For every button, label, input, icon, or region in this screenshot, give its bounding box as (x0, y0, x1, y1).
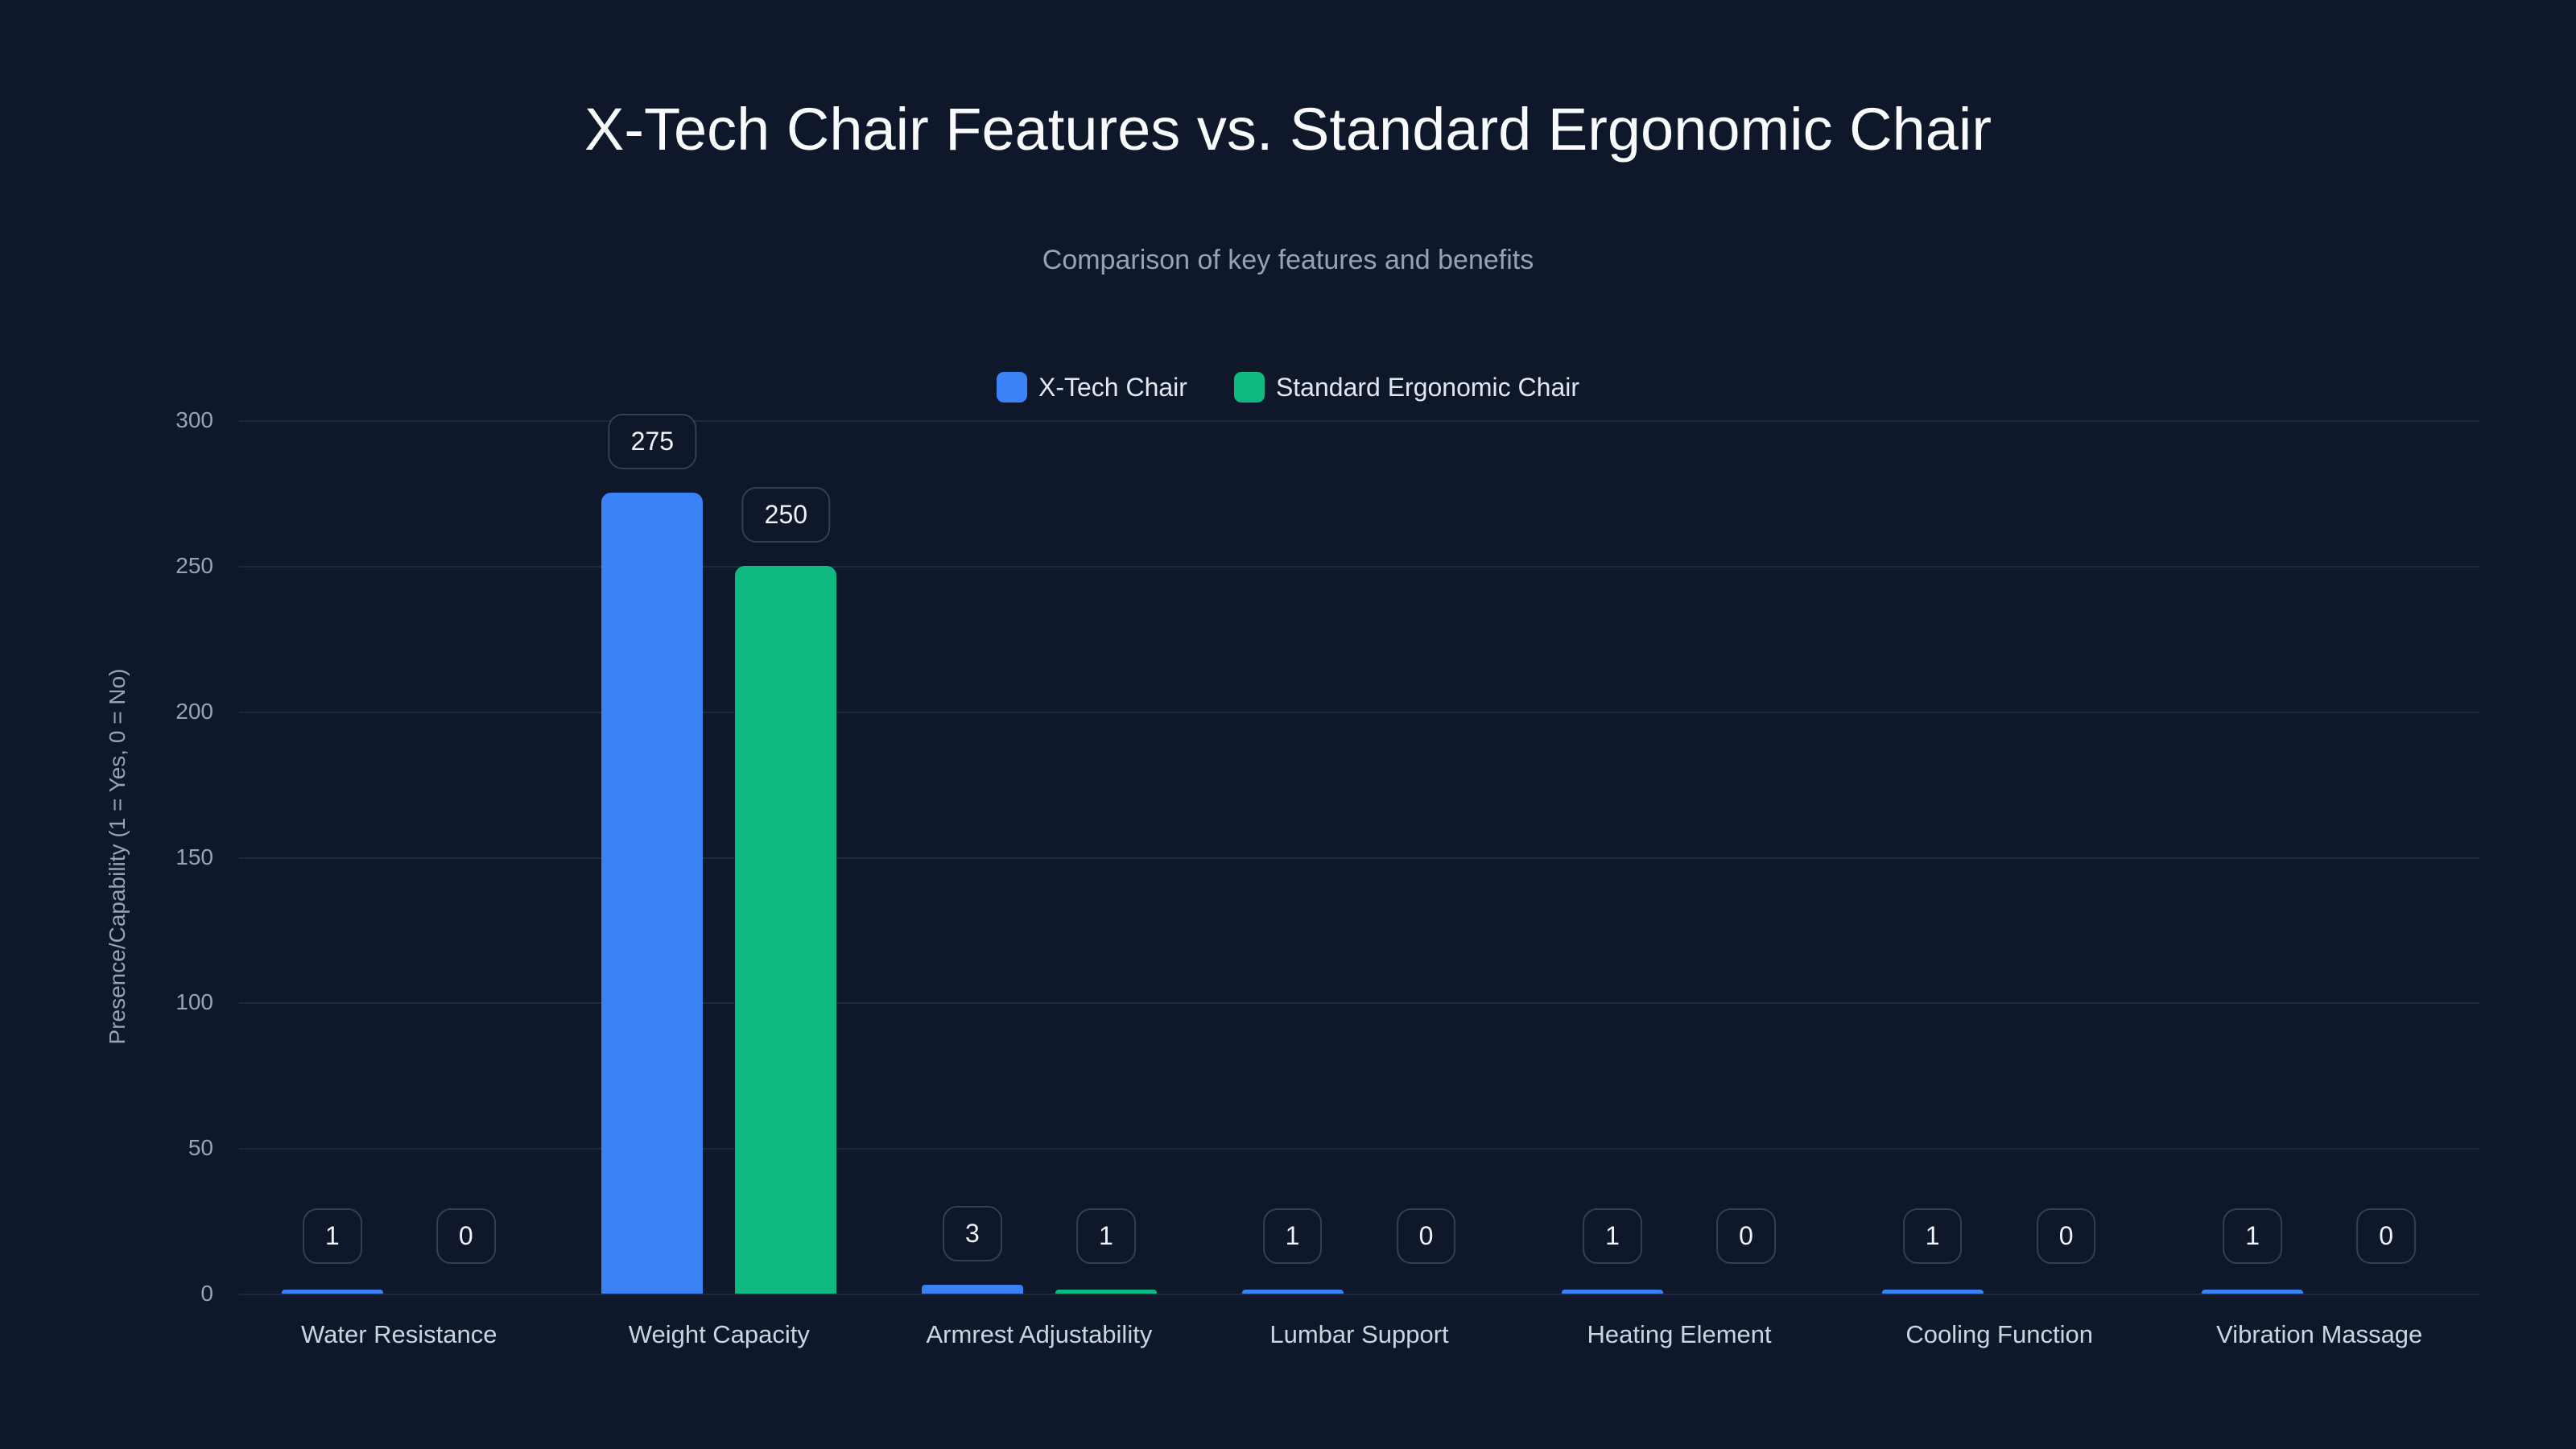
bar[interactable] (1562, 1290, 1664, 1294)
data-label: 3 (943, 1206, 1002, 1262)
bar[interactable] (1881, 1290, 1984, 1294)
legend: X-Tech Chair Standard Ergonomic Chair (0, 372, 2576, 402)
data-label: 1 (1076, 1208, 1136, 1264)
y-tick-label: 250 (175, 552, 213, 578)
gridline (239, 1002, 2479, 1005)
bar[interactable] (1055, 1290, 1157, 1294)
x-tick-label: Cooling Function (1905, 1320, 2093, 1348)
data-label: 1 (2223, 1208, 2283, 1264)
gridline (239, 711, 2479, 713)
bar[interactable] (735, 565, 837, 1294)
legend-item-xtech[interactable]: X-Tech Chair (996, 372, 1187, 402)
data-label: 275 (608, 414, 697, 470)
data-label: 1 (1583, 1208, 1642, 1264)
x-tick-label: Vibration Massage (2216, 1320, 2423, 1348)
gridline (239, 857, 2479, 859)
plot-area: 1 0 275 250 3 1 1 0 1 0 1 0 1 0 (239, 414, 2479, 1295)
bar[interactable] (2202, 1290, 2304, 1294)
data-label: 1 (1902, 1208, 1963, 1264)
legend-item-standard[interactable]: Standard Ergonomic Chair (1233, 372, 1580, 402)
data-label: 0 (2036, 1208, 2096, 1264)
y-tick-label: 100 (175, 989, 213, 1015)
x-tick-label: Heating Element (1587, 1320, 1772, 1348)
x-tick-label: Armrest Adjustability (926, 1320, 1153, 1348)
bar[interactable] (921, 1285, 1023, 1294)
x-tick-label: Lumbar Support (1269, 1320, 1449, 1348)
legend-label-xtech: X-Tech Chair (1038, 372, 1187, 402)
y-tick-label: 50 (188, 1135, 213, 1161)
legend-swatch-standard (1233, 372, 1265, 402)
data-label: 0 (1716, 1208, 1776, 1264)
bar[interactable] (1241, 1290, 1344, 1294)
legend-swatch-xtech (996, 372, 1027, 402)
chart-title: X-Tech Chair Features vs. Standard Ergon… (584, 96, 1992, 163)
data-label: 0 (1396, 1208, 1456, 1264)
chart-subtitle: Comparison of key features and benefits (1042, 245, 1534, 275)
x-tick-label: Water Resistance (301, 1320, 497, 1348)
x-tick-label: Weight Capacity (628, 1320, 810, 1348)
data-label: 0 (2356, 1208, 2417, 1264)
gridline (239, 565, 2479, 568)
data-label: 1 (302, 1208, 362, 1264)
gridline (239, 420, 2479, 422)
data-label: 0 (436, 1208, 496, 1264)
y-tick-label: 300 (175, 407, 213, 432)
gridline (239, 1294, 2479, 1295)
legend-label-standard: Standard Ergonomic Chair (1275, 372, 1580, 402)
y-tick-label: 150 (175, 844, 213, 869)
y-tick-label: 0 (200, 1281, 213, 1306)
data-label: 1 (1262, 1208, 1323, 1264)
data-label: 250 (741, 486, 831, 543)
gridline (239, 1148, 2479, 1150)
bar[interactable] (601, 493, 704, 1294)
y-tick-label: 200 (175, 698, 213, 724)
bar[interactable] (281, 1290, 383, 1294)
